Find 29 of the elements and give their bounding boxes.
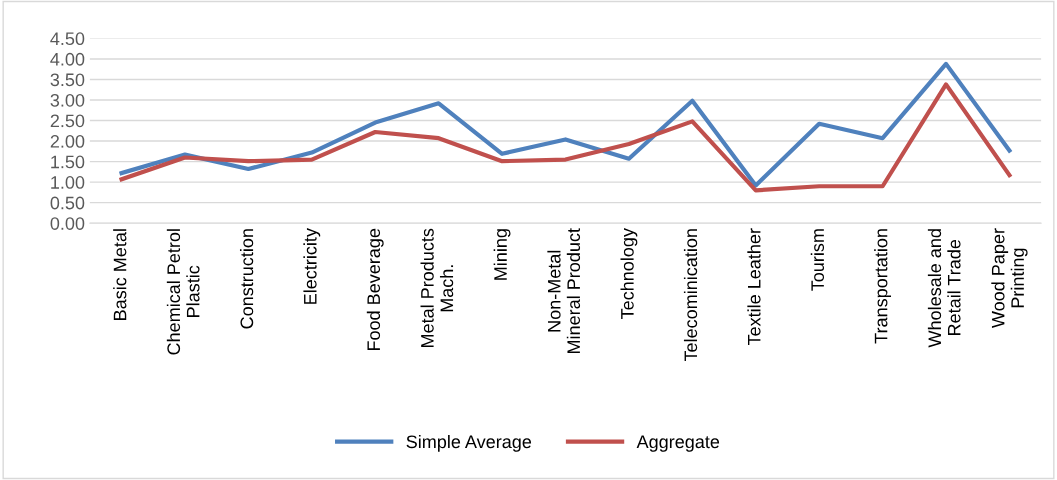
x-tick-label: Technology: [620, 228, 638, 319]
x-tick-label: Textile Leather: [747, 228, 761, 346]
x-tick-label: Basic Metal: [113, 229, 127, 320]
x-tick-label: Transportation: [874, 229, 892, 344]
legend-label: Simple Average: [406, 434, 532, 452]
legend-label: Aggregate: [636, 435, 720, 452]
x-tick-label: Wholesale and Retail Trade: [927, 229, 961, 348]
y-tick-label: 0.50: [50, 196, 85, 210]
y-tick-label: 3.50: [50, 73, 85, 87]
x-tick-label: Construction: [239, 229, 254, 329]
x-tick-label: Non-Metal Mineral Product: [547, 228, 581, 354]
x-tick-label: Chemical Petrol Plastic: [166, 229, 200, 355]
y-tick-label: 0.00: [50, 217, 85, 230]
y-tick-label: 1.50: [51, 155, 85, 169]
x-tick-label: Telecominication: [683, 229, 698, 362]
line-series: [119, 82, 1012, 193]
x-tick-label: Food Beverage: [366, 228, 384, 351]
y-tick-label: 3.00: [50, 93, 85, 107]
x-tick-label: Mining: [493, 229, 511, 280]
x-tick-label: Electricity: [303, 228, 321, 304]
y-tick-label: 4.00: [50, 52, 85, 66]
y-tick-label: 4.50: [50, 32, 85, 46]
y-tick-label: 2.50: [50, 114, 85, 128]
y-tick-label: 1.00: [51, 176, 85, 189]
x-tick-label: Metal Products Mach.: [420, 228, 454, 347]
y-tick-label: 2.00: [50, 135, 85, 148]
line-series: [119, 61, 1012, 188]
x-tick-label: Wood Paper Printing: [991, 228, 1028, 329]
x-tick-label: Tourism: [810, 229, 825, 291]
